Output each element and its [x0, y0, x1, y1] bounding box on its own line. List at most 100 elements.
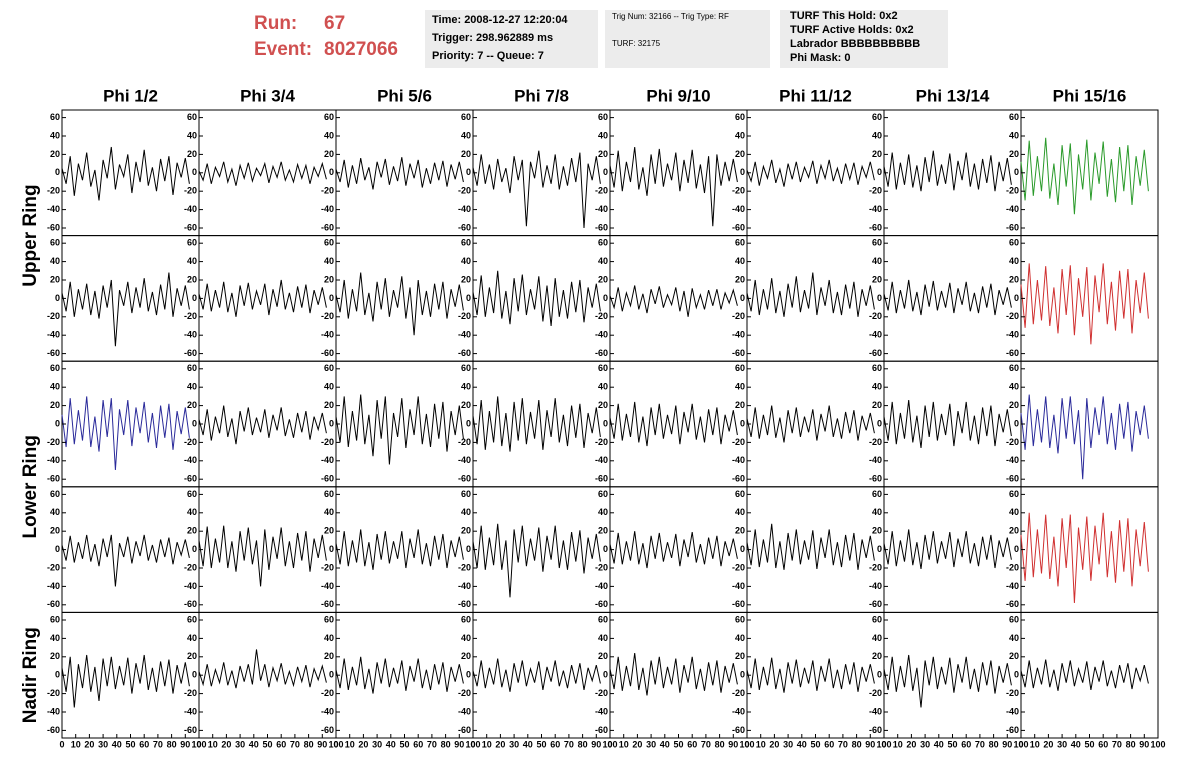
- waveform: [335, 394, 464, 465]
- y-tick-label: 0: [329, 670, 334, 680]
- y-tick-label: -60: [732, 348, 745, 358]
- y-tick-label: -20: [47, 688, 60, 698]
- y-tick-label: 20: [598, 274, 608, 284]
- y-tick-label: -40: [47, 455, 60, 465]
- x-tick-label: 20: [632, 739, 642, 749]
- y-tick-label: -20: [869, 688, 882, 698]
- y-tick-label: -40: [1006, 581, 1019, 591]
- y-tick-label: -60: [869, 348, 882, 358]
- run-label: Run:: [254, 13, 297, 34]
- y-tick-label: -20: [458, 688, 471, 698]
- x-tick-label: 60: [550, 739, 560, 749]
- y-tick-label: 40: [324, 507, 334, 517]
- waveform: [1020, 263, 1149, 345]
- x-tick-label: 70: [838, 739, 848, 749]
- x-tick-label: 70: [975, 739, 985, 749]
- y-tick-label: 60: [735, 489, 745, 499]
- waveform: [472, 658, 601, 692]
- y-tick-label: 60: [1009, 238, 1019, 248]
- y-tick-label: 60: [324, 238, 334, 248]
- y-tick-label: 60: [735, 238, 745, 248]
- y-tick-label: 20: [872, 149, 882, 159]
- y-tick-label: 40: [872, 382, 882, 392]
- waveform: [883, 654, 1012, 708]
- y-tick-label: -60: [869, 725, 882, 735]
- x-tick-label: 10: [71, 739, 81, 749]
- y-tick-label: 20: [1009, 149, 1019, 159]
- x-tick-label: 0: [607, 739, 612, 749]
- y-tick-label: 0: [55, 418, 60, 428]
- panel-frame: [472, 235, 611, 362]
- y-tick-label: -20: [458, 562, 471, 572]
- y-tick-label: 20: [1009, 651, 1019, 661]
- x-tick-label: 20: [495, 739, 505, 749]
- y-tick-label: 40: [872, 256, 882, 266]
- y-tick-label: 0: [740, 167, 745, 177]
- waveform: [61, 272, 190, 347]
- y-tick-label: -20: [321, 186, 334, 196]
- waveform: [746, 159, 875, 187]
- panel-frame: [746, 611, 885, 739]
- x-tick-label: 20: [221, 739, 231, 749]
- panel-frame: [198, 235, 337, 362]
- y-tick-label: 20: [187, 149, 197, 159]
- panel-frame: [472, 611, 611, 739]
- turf-text: TURF: 32175: [612, 39, 661, 48]
- y-tick-label: 0: [740, 544, 745, 554]
- x-tick-label: 10: [756, 739, 766, 749]
- y-tick-label: 40: [50, 256, 60, 266]
- y-tick-label: -20: [1006, 437, 1019, 447]
- y-tick-label: -40: [732, 204, 745, 214]
- y-tick-label: 40: [1009, 507, 1019, 517]
- turf-hold-text: TURF This Hold: 0x2: [790, 10, 898, 22]
- x-tick-label: 90: [317, 739, 327, 749]
- x-tick-label: 90: [454, 739, 464, 749]
- y-tick-label: -20: [184, 437, 197, 447]
- y-tick-label: 60: [187, 614, 197, 624]
- x-tick-label: 40: [660, 739, 670, 749]
- x-tick-label: 70: [153, 739, 163, 749]
- x-tick-label: 30: [783, 739, 793, 749]
- y-tick-label: 0: [329, 544, 334, 554]
- panel-frame: [609, 486, 748, 613]
- y-tick-label: 0: [877, 544, 882, 554]
- y-tick-label: 0: [603, 293, 608, 303]
- panel-frame: [472, 360, 611, 488]
- x-tick-label: 40: [249, 739, 259, 749]
- y-tick-label: 0: [192, 670, 197, 680]
- y-tick-label: 60: [50, 112, 60, 122]
- x-tick-label: 30: [509, 739, 519, 749]
- column-header: Phi 5/6: [377, 86, 432, 105]
- y-tick-label: -40: [595, 581, 608, 591]
- panel-frame: [609, 109, 748, 237]
- x-tick-label: 80: [304, 739, 314, 749]
- y-tick-label: -60: [869, 599, 882, 609]
- y-tick-label: 20: [50, 149, 60, 159]
- y-tick-label: 60: [461, 489, 471, 499]
- y-tick-label: 60: [598, 489, 608, 499]
- y-tick-label: 60: [872, 614, 882, 624]
- y-tick-label: -60: [1006, 222, 1019, 232]
- panel-frame: [61, 486, 200, 613]
- y-tick-label: -20: [869, 437, 882, 447]
- panel-frame: [1020, 235, 1159, 362]
- waveform: [1020, 137, 1149, 215]
- x-tick-label: 10: [482, 739, 492, 749]
- header: Run: 67 Event: 8027066 Time: 2008-12-27 …: [254, 10, 948, 68]
- x-tick-label: 60: [687, 739, 697, 749]
- y-tick-label: -20: [732, 311, 745, 321]
- y-tick-label: 0: [329, 293, 334, 303]
- y-tick-label: 0: [55, 167, 60, 177]
- y-tick-label: -20: [321, 562, 334, 572]
- y-tick-label: -60: [595, 348, 608, 358]
- x-tick-label: 30: [920, 739, 930, 749]
- column-header: Phi 1/2: [103, 86, 158, 105]
- y-tick-label: -20: [1006, 311, 1019, 321]
- y-tick-label: -40: [321, 330, 334, 340]
- waveform: [61, 534, 190, 587]
- y-tick-label: -40: [869, 706, 882, 716]
- x-tick-label: 50: [536, 739, 546, 749]
- x-tick-label: 100: [602, 739, 617, 749]
- y-tick-label: -60: [595, 725, 608, 735]
- x-tick-label: 100: [465, 739, 480, 749]
